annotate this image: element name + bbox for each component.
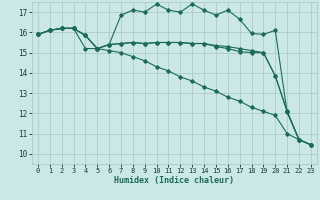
X-axis label: Humidex (Indice chaleur): Humidex (Indice chaleur) xyxy=(115,176,234,185)
